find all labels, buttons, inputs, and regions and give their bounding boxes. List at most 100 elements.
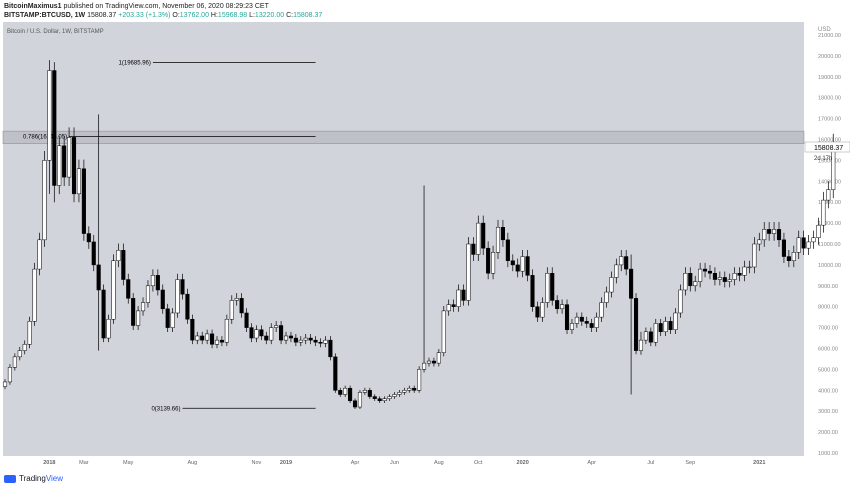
candle-body: [145, 285, 151, 303]
candle: [762, 222, 767, 247]
y-tick-label: 1000.00: [818, 451, 838, 457]
candle-body: [269, 327, 274, 341]
low-label: L:: [249, 12, 255, 19]
candle: [781, 232, 786, 264]
tradingview-footer[interactable]: Trading View: [4, 474, 63, 483]
candle: [185, 288, 190, 324]
candle: [648, 327, 653, 347]
fib-level-label: 0(3139.66): [151, 406, 180, 412]
candle: [288, 331, 293, 343]
candle: [594, 312, 599, 332]
candle: [491, 245, 496, 280]
candle-body: [426, 360, 432, 364]
candle: [338, 387, 343, 397]
candle-body: [239, 298, 244, 314]
x-tick-label: 2020: [517, 460, 529, 466]
candle: [17, 346, 22, 361]
candle-body: [219, 339, 224, 343]
candle-body: [495, 227, 501, 253]
candle-body: [328, 339, 333, 358]
candle: [116, 243, 121, 268]
candle: [47, 60, 52, 194]
candle-body: [707, 270, 713, 274]
candle: [357, 389, 363, 410]
candle: [318, 338, 323, 348]
candle-body: [362, 390, 367, 393]
tradingview-logo-icon: [4, 474, 16, 483]
candle: [466, 237, 471, 306]
candle: [155, 269, 160, 296]
candle: [776, 222, 782, 247]
last-price-box: [804, 141, 850, 153]
candle: [387, 394, 392, 401]
candle: [717, 271, 722, 286]
candle: [106, 314, 111, 343]
candle: [57, 135, 62, 195]
y-tick-label: 12000.00: [818, 221, 841, 227]
candle: [7, 364, 12, 385]
fibonacci-levels[interactable]: 1(19685.96) 0.786(16145.05) 0(3139.66): [23, 60, 316, 412]
candle-body: [752, 243, 757, 268]
candle: [811, 230, 816, 249]
candle: [535, 301, 540, 322]
candle-body: [397, 392, 402, 395]
candle-body: [200, 335, 205, 341]
candle-body: [653, 323, 658, 343]
candle: [431, 357, 436, 367]
candle-body: [274, 325, 279, 328]
candle-body: [638, 339, 644, 351]
candle-body: [564, 304, 570, 330]
high-label: H:: [210, 12, 218, 19]
x-tick-label: Sep: [685, 460, 695, 466]
author-name[interactable]: BitcoinMaximus1: [4, 3, 62, 10]
candle-body: [806, 241, 811, 249]
candle: [515, 258, 520, 278]
candle-body: [767, 229, 772, 234]
candle: [693, 275, 698, 292]
brand-part-b: View: [45, 474, 64, 483]
candle: [140, 297, 146, 316]
candle: [71, 127, 77, 203]
candle: [688, 267, 693, 292]
candle-body: [91, 241, 96, 266]
candle-body: [283, 335, 289, 341]
candle-body: [318, 341, 323, 344]
candle-body: [698, 268, 703, 282]
candle: [619, 250, 624, 272]
candle: [786, 250, 791, 268]
candle-body: [658, 323, 663, 333]
candle-body: [323, 339, 328, 344]
x-tick-label: 2018: [43, 460, 55, 466]
candle: [269, 323, 274, 345]
candle-body: [407, 387, 412, 391]
candle: [219, 336, 224, 347]
chart-panel: [3, 22, 804, 456]
currency-label: USD: [818, 27, 831, 33]
candle-body: [535, 306, 540, 318]
candles: [2, 60, 836, 410]
candle-body: [57, 145, 62, 186]
y-tick-label: 17000.00: [818, 117, 841, 123]
candle-body: [629, 268, 634, 299]
candle-body: [594, 316, 599, 328]
published-text: published on TradingView.com, November 0…: [61, 3, 269, 10]
candle-body: [826, 189, 831, 201]
candle-body: [584, 321, 589, 324]
candle: [698, 262, 703, 288]
candle-body: [160, 289, 165, 310]
candle-body: [436, 352, 441, 364]
candle-body: [441, 310, 446, 353]
y-tick-label: 21000.00: [818, 33, 841, 39]
candle: [668, 316, 673, 335]
candle: [303, 333, 308, 345]
candle-body: [791, 252, 796, 261]
candle: [293, 333, 298, 347]
candle-body: [259, 329, 264, 337]
candle: [308, 333, 313, 345]
candle-body: [62, 145, 67, 178]
candle-body: [609, 277, 614, 293]
candle: [673, 308, 678, 335]
candle-body: [131, 298, 136, 326]
candle-body: [348, 387, 353, 401]
